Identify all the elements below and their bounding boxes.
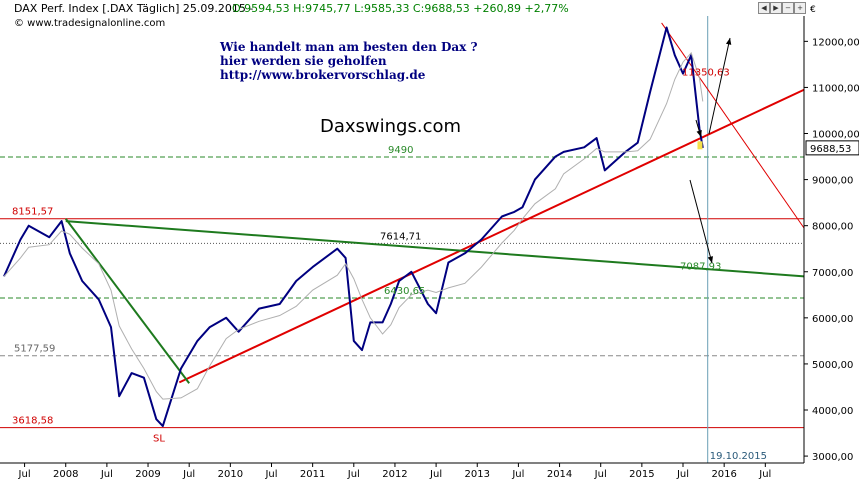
target-label: 7087,93 [680, 262, 721, 273]
y-tick-label: 5000,00 [812, 360, 853, 371]
chart-header: DAX Perf. Index [.DAX Täglich] 25.09.201… [0, 0, 859, 18]
x-tick-label: 2014 [547, 469, 572, 480]
y-tick-label: 11000,00 [812, 83, 859, 94]
level-label: 3618,58 [12, 416, 53, 427]
trendline-layer [64, 22, 805, 384]
x-tick-label: 2013 [465, 469, 490, 480]
x-tick-label: Jul [511, 469, 524, 480]
y-tick-label: 9000,00 [812, 176, 853, 187]
x-tick-label: Jul [18, 469, 31, 480]
x-tick-label: Jul [264, 469, 277, 480]
pullback-arrow-head [696, 130, 702, 137]
y-tick-label: 12000,00 [812, 37, 859, 48]
quote-readout: O:9594,53 H:9745,77 L:9585,33 C:9688,53 … [232, 2, 569, 15]
trendline [64, 218, 190, 384]
source-credit: © www.tradesignalonline.com [14, 18, 166, 29]
levels-layer [0, 16, 804, 463]
x-tick-label: 2010 [218, 469, 243, 480]
chart-title: DAX Perf. Index [.DAX Täglich] 25.09.201… [14, 2, 254, 15]
zoom-in-button[interactable]: + [794, 2, 806, 14]
trendline [65, 220, 805, 278]
promo-line-3[interactable]: http://www.brokervorschlag.de [220, 68, 426, 82]
x-tick-label: 2009 [135, 469, 160, 480]
price-line [3, 26, 704, 428]
current-bar-highlight [697, 141, 703, 150]
up-arrow-head [725, 38, 732, 45]
x-tick-label: 2016 [711, 469, 736, 480]
y-tick-label: 8000,00 [812, 222, 853, 233]
y-tick-label: 10000,00 [812, 130, 859, 141]
last-price-label: 9688,53 [810, 144, 851, 155]
x-tick-label: Jul [429, 469, 442, 480]
x-tick-label: Jul [676, 469, 689, 480]
level-label: 7614,71 [380, 231, 421, 242]
stop-loss-label: SL [153, 434, 165, 445]
scroll-right-button[interactable]: ▶ [770, 2, 782, 14]
x-tick-label: Jul [182, 469, 195, 480]
promo-annotation: Wie handelt man am besten den Dax ? hier… [220, 40, 478, 82]
level-label: 5177,59 [14, 344, 55, 355]
level-label: 9490 [388, 145, 413, 156]
down-arrow-head [707, 256, 713, 263]
down-arrow [689, 179, 713, 264]
up-arrow [708, 37, 731, 135]
brand-watermark: Daxswings.com [320, 116, 462, 137]
trendline [661, 22, 805, 229]
level-label: 6430,65 [384, 286, 425, 297]
y-tick-label: 7000,00 [812, 268, 853, 279]
x-tick-label: Jul [347, 469, 360, 480]
scroll-left-button[interactable]: ◀ [758, 2, 770, 14]
x-tick-label: 2008 [53, 469, 78, 480]
resistance-label: 11350,63 [682, 67, 730, 78]
level-label: 8151,57 [12, 207, 53, 218]
last-price-box [805, 140, 859, 156]
x-tick-label: Jul [594, 469, 607, 480]
x-tick-label: Jul [758, 469, 771, 480]
axes-layer: €3000,00 4000,00 5000,00 6000,00 7000,00 8000… [0, 5, 859, 480]
price-layer [3, 26, 704, 428]
trendline [178, 88, 805, 384]
promo-line-2: hier werden sie geholfen [220, 54, 387, 68]
x-tick-label: Jul [100, 469, 113, 480]
y-tick-label: 6000,00 [812, 314, 853, 325]
y-tick-label: 3000,00 [812, 452, 853, 463]
promo-line-1: Wie handelt man am besten den Dax ? [220, 40, 478, 54]
y-tick-label: 4000,00 [812, 406, 853, 417]
x-tick-label: 2012 [382, 469, 407, 480]
labels-layer: 8151,57 3618,58 5177,59 9490 7614,71 6430,65 1… [12, 37, 767, 462]
zoom-out-button[interactable]: − [782, 2, 794, 14]
moving-average-line [3, 51, 704, 400]
currency-label: € [810, 5, 816, 15]
x-tick-label: 2015 [629, 469, 654, 480]
date-marker-label: 19.10.2015 [710, 451, 767, 462]
x-tick-label: 2011 [300, 469, 325, 480]
